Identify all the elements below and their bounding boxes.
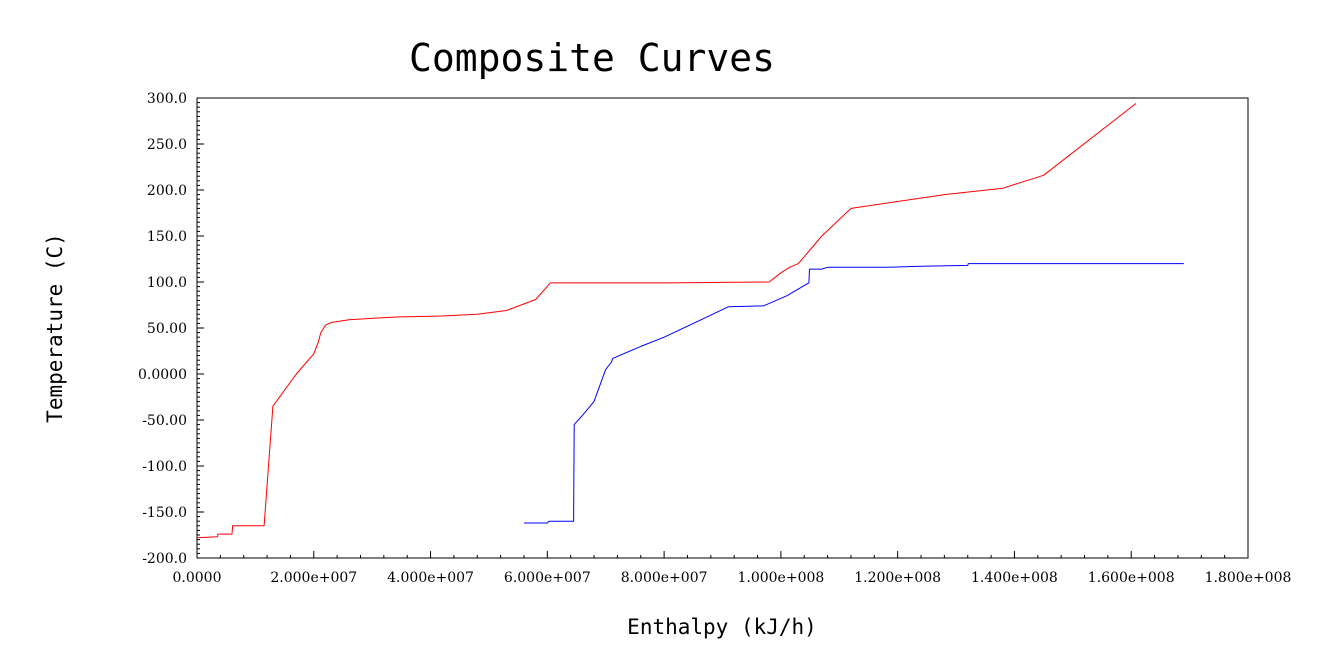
- hot-composite-curve: [196, 103, 1137, 539]
- x-tick-label: 1.800e+008: [1205, 570, 1292, 586]
- x-tick-label: 1.600e+008: [1088, 570, 1175, 586]
- x-tick-label: 1.200e+008: [854, 570, 941, 586]
- y-axis: 300.0 250.0 200.0 150.0 100.0 50.00 0.0000 -50.…: [138, 91, 204, 567]
- x-axis-title: Enthalpy (kJ/h): [627, 615, 817, 639]
- y-tick-label: 250.0: [147, 137, 187, 153]
- y-tick-label: 0.0000: [138, 367, 187, 383]
- x-tick-label: 1.000e+008: [737, 570, 824, 586]
- y-tick-label: 300.0: [147, 91, 187, 107]
- y-tick-label: 150.0: [147, 229, 187, 245]
- y-axis-title: Temperature (C): [43, 233, 67, 423]
- x-tick-label: 0.0000: [173, 570, 222, 586]
- x-tick-label: 2.000e+007: [270, 570, 357, 586]
- y-tick-label: -200.0: [142, 551, 187, 567]
- y-tick-label: -100.0: [142, 459, 187, 475]
- series-group: [196, 103, 1184, 539]
- x-tick-label: 1.400e+008: [971, 570, 1058, 586]
- y-tick-label: 100.0: [147, 275, 187, 291]
- plot-area-frame: [196, 97, 1249, 559]
- cold-composite-curve: [524, 263, 1184, 524]
- y-tick-label: -50.00: [142, 413, 187, 429]
- x-tick-label: 4.000e+007: [387, 570, 474, 586]
- x-tick-label: 6.000e+007: [504, 570, 591, 586]
- y-tick-label: 50.00: [147, 321, 187, 337]
- y-tick-label: -150.0: [142, 505, 187, 521]
- x-tick-label: 8.000e+007: [621, 570, 708, 586]
- x-axis: 0.0000 2.000e+007 4.000e+007 6.000e+007 8.00…: [173, 551, 1292, 586]
- y-tick-label: 200.0: [147, 183, 187, 199]
- chart-title: Composite Curves: [409, 36, 775, 80]
